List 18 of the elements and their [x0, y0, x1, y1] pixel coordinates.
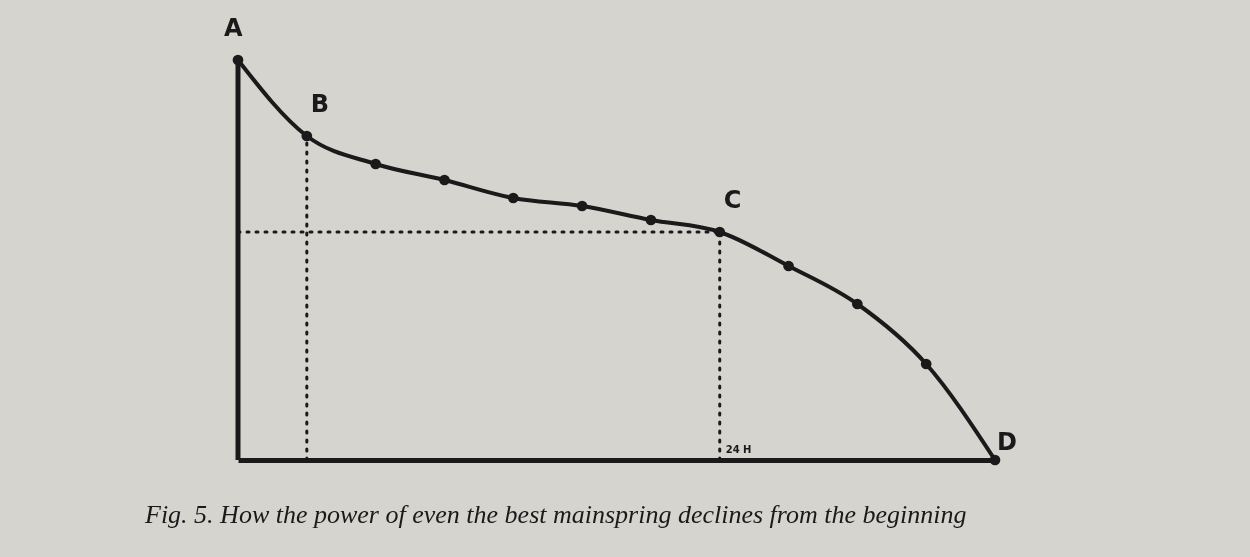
- point: [920, 358, 932, 370]
- point: [989, 454, 1001, 466]
- point: [507, 192, 519, 204]
- point: [714, 226, 726, 238]
- caption: Fig. 5. How the power of even the best mainspring declines from the beginning: [144, 500, 967, 529]
- point: [576, 200, 588, 212]
- annotation: C: [723, 186, 742, 214]
- point: [645, 214, 657, 226]
- point: [439, 174, 450, 186]
- point: [370, 158, 381, 170]
- point: [232, 54, 244, 66]
- text: A: [224, 14, 243, 42]
- annotation: 24 H: [725, 444, 752, 455]
- point: [301, 130, 313, 142]
- point: [852, 298, 863, 310]
- annotation: B: [310, 90, 330, 118]
- point: [783, 260, 794, 272]
- text: D: [997, 428, 1017, 456]
